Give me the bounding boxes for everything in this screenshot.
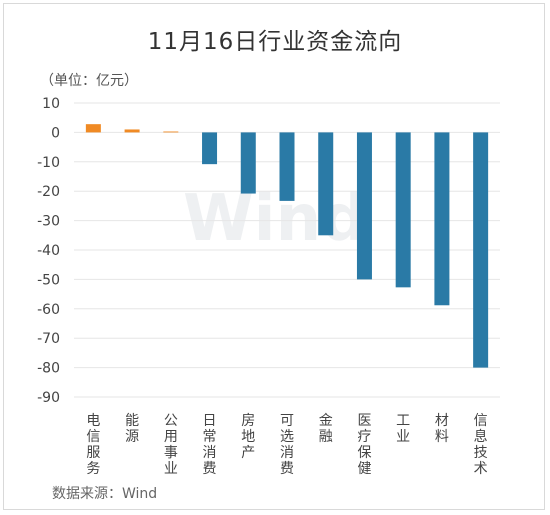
bars <box>85 124 489 368</box>
x-category-label: 工业 <box>396 413 410 445</box>
x-category-label: 日常消费 <box>203 413 217 477</box>
bar <box>473 132 489 368</box>
bar <box>85 124 101 133</box>
y-tick-label: 10 <box>42 96 60 112</box>
x-category-label: 金融 <box>319 413 333 445</box>
source-note: 数据来源：Wind <box>52 486 158 502</box>
bar <box>356 132 372 280</box>
x-category-label: 电信服务 <box>86 413 100 477</box>
bar <box>163 131 179 133</box>
y-tick-label: -50 <box>37 272 60 288</box>
watermark: Wind <box>183 182 367 256</box>
y-tick-label: 0 <box>51 125 60 141</box>
x-category-label: 房地产 <box>241 413 255 461</box>
x-category-label: 可选消费 <box>280 413 294 477</box>
y-tick-label: -70 <box>37 331 60 347</box>
y-axis-ticks: 10 0 -10 -20 -30 -40 -50 -60 -70 -80 -90 <box>37 96 60 406</box>
y-tick-label: -10 <box>37 155 60 171</box>
y-tick-label: -40 <box>37 243 60 259</box>
bar <box>434 132 450 306</box>
unit-label: （单位：亿元） <box>40 73 138 89</box>
chart-frame <box>3 3 545 510</box>
bar <box>318 132 334 236</box>
y-tick-label: -30 <box>37 214 60 230</box>
bar <box>240 132 256 194</box>
bar <box>395 132 411 288</box>
y-tick-label: -80 <box>37 361 60 377</box>
x-category-label: 公用事业 <box>164 413 178 477</box>
bar <box>279 132 295 201</box>
bar <box>124 129 140 133</box>
y-tick-label: -60 <box>37 302 60 318</box>
x-category-label: 信息技术 <box>474 413 488 477</box>
chart-title: 11月16日行业资金流向 <box>147 29 403 55</box>
y-tick-label: -20 <box>37 184 60 200</box>
x-category-label: 能源 <box>125 413 139 445</box>
x-category-label: 医疗保健 <box>357 413 371 477</box>
x-category-label: 材料 <box>435 413 449 445</box>
bar <box>202 132 218 165</box>
y-tick-label: -90 <box>37 390 60 406</box>
